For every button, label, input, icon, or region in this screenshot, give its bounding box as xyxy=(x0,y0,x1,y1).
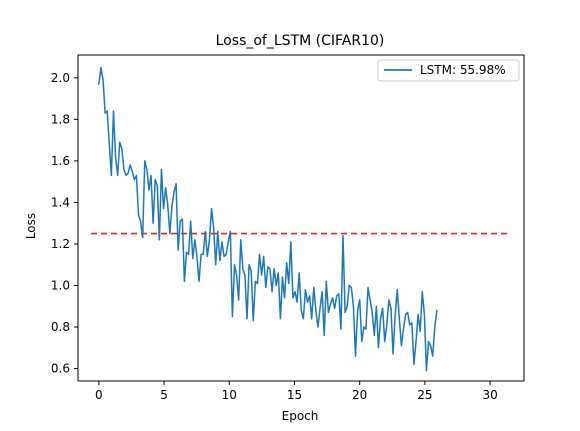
x-axis: 0 5 10 15 20 25 30 xyxy=(95,381,498,402)
y-tick-label: 1.0 xyxy=(51,278,70,292)
x-tick-label: 5 xyxy=(160,388,168,402)
chart-title: Loss_of_LSTM (CIFAR10) xyxy=(216,33,385,49)
x-axis-label: Epoch xyxy=(282,409,319,423)
y-axis: 0.6 0.8 1.0 1.2 1.4 1.6 1.8 2.0 xyxy=(51,71,78,376)
x-tick-label: 15 xyxy=(287,388,302,402)
y-tick-label: 1.8 xyxy=(51,112,70,126)
plot-layer xyxy=(91,66,511,372)
y-axis-label: Loss xyxy=(24,213,38,239)
y-tick-label: 1.4 xyxy=(51,195,70,209)
legend: LSTM: 55.98% xyxy=(377,59,520,82)
y-tick-label: 2.0 xyxy=(51,71,70,85)
x-tick-label: 0 xyxy=(95,388,103,402)
x-tick-label: 30 xyxy=(482,388,497,402)
legend-box xyxy=(377,59,520,82)
legend-label: LSTM: 55.98% xyxy=(420,63,506,77)
x-tick-label: 10 xyxy=(222,388,237,402)
y-tick-label: 0.6 xyxy=(51,362,70,376)
y-tick-label: 0.8 xyxy=(51,320,70,334)
series-line xyxy=(98,66,438,372)
y-tick-label: 1.6 xyxy=(51,154,70,168)
x-tick-label: 25 xyxy=(417,388,432,402)
x-tick-label: 20 xyxy=(352,388,367,402)
plot-frame xyxy=(77,54,525,382)
y-tick-label: 1.2 xyxy=(51,237,70,251)
